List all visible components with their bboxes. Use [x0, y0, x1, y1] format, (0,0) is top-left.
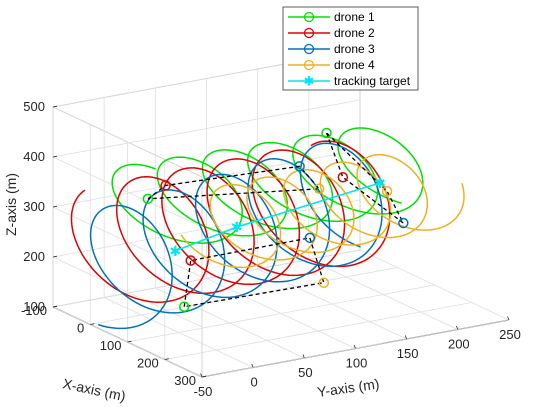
z-tick-label: 200 — [23, 249, 45, 264]
formation-marker — [294, 161, 305, 172]
x-axis-label: X-axis (m) — [61, 375, 127, 404]
z-tick-label: 500 — [23, 99, 45, 114]
grid-y — [308, 259, 458, 330]
legend-label-tracking-target: tracking target — [334, 74, 411, 88]
grid-y — [359, 249, 510, 321]
y-tick-label: 200 — [448, 337, 470, 352]
formation-marker — [185, 255, 196, 266]
grid-y — [103, 297, 254, 368]
legend-label-drone-4: drone 4 — [334, 58, 375, 72]
formation-marker — [160, 180, 171, 191]
grid-y — [155, 287, 305, 359]
x-tick-mark — [52, 305, 58, 308]
tracking-target-marker: ✱ — [374, 176, 386, 192]
formation-links — [142, 127, 409, 312]
y-tick-mark — [200, 373, 203, 378]
tracking-target-marker: ✱ — [170, 244, 182, 260]
z-tick-label: 400 — [23, 149, 45, 164]
tracking-target-marker: ✱ — [231, 220, 243, 236]
formation-link-0 — [147, 165, 321, 200]
legend-label-drone-3: drone 3 — [334, 42, 375, 56]
x-tick-label: 0 — [77, 321, 84, 336]
legend-label-drone-1: drone 1 — [334, 10, 375, 24]
formation-marker — [318, 277, 330, 288]
legend-entry-drone-3: drone 3 — [288, 42, 375, 56]
legend-entry-tracking-target: ✱ tracking target — [288, 74, 411, 90]
z-tick-label: 300 — [23, 199, 45, 214]
legend-entry-drone-1: drone 1 — [288, 10, 375, 24]
x-tick-mark — [127, 340, 132, 343]
legend-entry-drone-2: drone 2 — [288, 26, 375, 40]
y-tick-mark — [507, 316, 510, 321]
z-tick-mark — [52, 255, 58, 258]
z-tick-mark — [52, 205, 58, 208]
formation-marker — [321, 127, 332, 139]
formation-marker — [304, 232, 316, 244]
z-tick-mark — [52, 155, 58, 158]
y-tick-label: 50 — [298, 365, 312, 380]
legend-label-drone-2: drone 2 — [334, 26, 375, 40]
x-tick-mark — [90, 323, 95, 325]
z-tick-label: 100 — [23, 299, 45, 314]
svg-text:✱: ✱ — [304, 75, 315, 90]
tick-labels: 100200300400500-1000100200300-5005010015… — [21, 99, 521, 399]
y-tick-mark — [404, 335, 408, 340]
formation-marker — [178, 301, 190, 312]
formation-marker — [337, 172, 349, 183]
y-tick-label: 250 — [499, 327, 521, 342]
tracking-target-line — [175, 182, 381, 252]
formation-marker — [398, 217, 409, 229]
x-tick-label: 100 — [100, 338, 122, 353]
trajectory-drone-1 — [111, 127, 424, 244]
y-tick-mark — [302, 354, 305, 359]
legend: drone 1 drone 2 drone 3 drone 4 ✱ tracki… — [282, 6, 419, 91]
z-axis-label: Z-axis (m) — [3, 173, 19, 236]
tracking-target-path: ✱ ✱ ✱ — [170, 176, 386, 260]
y-tick-label: 150 — [397, 346, 419, 361]
z-tick-mark — [52, 105, 58, 108]
formation-marker — [313, 183, 325, 195]
x-tick-label: 200 — [137, 356, 159, 371]
y-tick-mark — [251, 363, 254, 368]
formation-marker — [142, 193, 154, 205]
formation-link-2 — [325, 132, 404, 224]
legend-entry-drone-4: drone 4 — [288, 58, 375, 72]
x-tick-mark — [201, 375, 207, 378]
y-tick-label: 0 — [251, 375, 258, 390]
y-tick-label: -50 — [194, 384, 213, 399]
grid-y — [257, 268, 407, 340]
y-axis-label: Y-axis (m) — [316, 375, 380, 400]
y-tick-mark — [456, 325, 459, 330]
formation-link-1 — [183, 237, 325, 308]
x-tick-mark — [164, 358, 169, 360]
formation-marker — [381, 186, 393, 197]
y-tick-label: 100 — [346, 356, 368, 371]
y-tick-mark — [353, 344, 356, 349]
x-tick-label: 300 — [174, 373, 196, 388]
trajectory-drone-2 — [70, 140, 391, 303]
trajectory-drone-3 — [89, 142, 383, 330]
x-tick-label: -100 — [21, 303, 47, 318]
grid-y — [206, 278, 356, 349]
